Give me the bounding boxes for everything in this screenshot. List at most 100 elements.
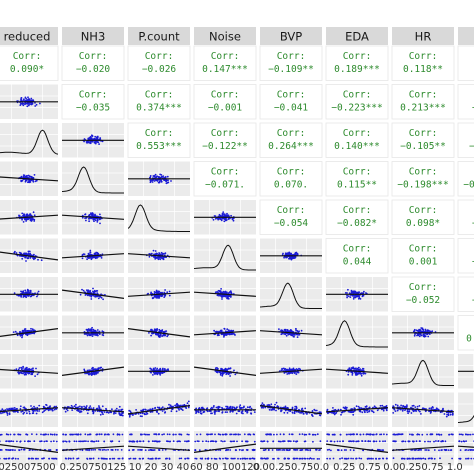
scatter-point xyxy=(225,448,228,451)
strip-label: Noise xyxy=(209,30,241,44)
scatter-point xyxy=(97,297,100,300)
scatter-point xyxy=(204,457,207,460)
scatter-point xyxy=(14,449,16,451)
scatter-point xyxy=(168,403,170,406)
scatter-point xyxy=(217,330,220,333)
fit-line xyxy=(194,330,256,336)
scatter-point xyxy=(158,328,161,331)
scatter-point xyxy=(198,449,201,452)
scatter-point xyxy=(282,433,285,436)
scatter-point xyxy=(154,176,157,179)
scatter-point xyxy=(441,449,443,451)
scatter-point xyxy=(22,102,25,105)
scatter-point xyxy=(97,367,100,370)
scatter-point xyxy=(230,292,233,295)
scatter-point xyxy=(230,433,233,436)
scatter-point xyxy=(31,176,34,179)
scatter-point xyxy=(218,410,221,413)
scatter-point xyxy=(90,298,93,300)
scatter-point xyxy=(71,409,74,411)
scatter-point xyxy=(96,290,99,292)
scatter-point xyxy=(79,411,81,414)
scatter-point xyxy=(90,374,93,376)
scatter-point xyxy=(401,410,404,412)
scatter-point xyxy=(135,409,138,411)
scatter-point xyxy=(414,409,417,412)
scatter-point xyxy=(157,457,160,460)
scatter-point xyxy=(145,413,147,416)
scatter-point xyxy=(382,409,385,412)
scatter-point xyxy=(117,449,119,451)
scatter-point xyxy=(25,256,27,259)
scatter-point xyxy=(15,408,17,410)
scatter-point xyxy=(166,335,169,338)
corr-value: −0.026 xyxy=(142,64,177,75)
scatter-point xyxy=(281,367,283,370)
scatter-point xyxy=(295,449,297,451)
corr-panel: Corr:−0.223*** xyxy=(325,84,389,120)
scatter-point xyxy=(298,333,301,336)
scatter-point xyxy=(229,449,232,451)
scatter-point xyxy=(408,440,411,443)
scatter-point xyxy=(419,410,421,413)
scatter-point xyxy=(138,440,141,443)
scatter-point xyxy=(35,103,38,106)
scatter-point xyxy=(156,328,159,330)
scatter-panel xyxy=(0,238,58,273)
scatter-point xyxy=(290,257,292,259)
scatter-point xyxy=(51,457,53,460)
scatter-point xyxy=(19,294,21,297)
scatter-point xyxy=(111,408,113,411)
scatter-point xyxy=(227,292,230,295)
scatter-point xyxy=(115,407,118,410)
scatter-point xyxy=(183,403,186,406)
scatter-point xyxy=(39,102,41,105)
scatter-point xyxy=(21,410,24,413)
scatter-point xyxy=(167,179,169,182)
scatter-point xyxy=(222,372,225,375)
scatter-point xyxy=(159,258,162,261)
scatter-point xyxy=(86,412,89,415)
scatter-point xyxy=(205,440,208,443)
scatter-point xyxy=(222,211,225,214)
scatter-point xyxy=(413,440,415,443)
scatter-point xyxy=(384,440,386,443)
scatter-point xyxy=(30,327,32,330)
scatter-point xyxy=(168,290,171,293)
scatter-point xyxy=(21,329,24,332)
scatter-point xyxy=(28,214,31,217)
scatter-point xyxy=(25,433,28,436)
corr-panel: Corr:−0.041 xyxy=(259,84,323,120)
scatter-point xyxy=(337,408,340,411)
scatter-point xyxy=(470,457,473,460)
scatter-point xyxy=(282,252,284,255)
scatter-point xyxy=(150,371,153,374)
scatter-point xyxy=(86,328,89,331)
scatter-point xyxy=(129,457,132,460)
scatter-point xyxy=(180,408,183,410)
scatter-point xyxy=(24,179,27,181)
scatter-point xyxy=(90,333,93,336)
scatter-point xyxy=(355,374,358,376)
scatter-point xyxy=(30,332,32,335)
scatter-point xyxy=(103,411,106,413)
scatter-point xyxy=(436,408,439,410)
scatter-point xyxy=(294,405,297,408)
corr-label: Corr: xyxy=(13,51,42,62)
scatter-point xyxy=(419,328,421,331)
scatter-point xyxy=(68,440,71,443)
scatter-point xyxy=(158,297,161,299)
x-tick-label: 0.00.250.75 1.0 xyxy=(383,462,463,473)
scatter-point xyxy=(33,329,36,332)
scatter-panel xyxy=(392,431,454,466)
scatter-point xyxy=(223,213,226,216)
scatter-point xyxy=(97,457,100,460)
scatter-point xyxy=(92,287,94,290)
scatter-point xyxy=(156,295,159,298)
scatter-point xyxy=(82,440,85,443)
scatter-point xyxy=(81,216,84,219)
scatter-point xyxy=(55,457,57,460)
scatter-point xyxy=(25,260,27,262)
scatter-point xyxy=(96,136,99,139)
